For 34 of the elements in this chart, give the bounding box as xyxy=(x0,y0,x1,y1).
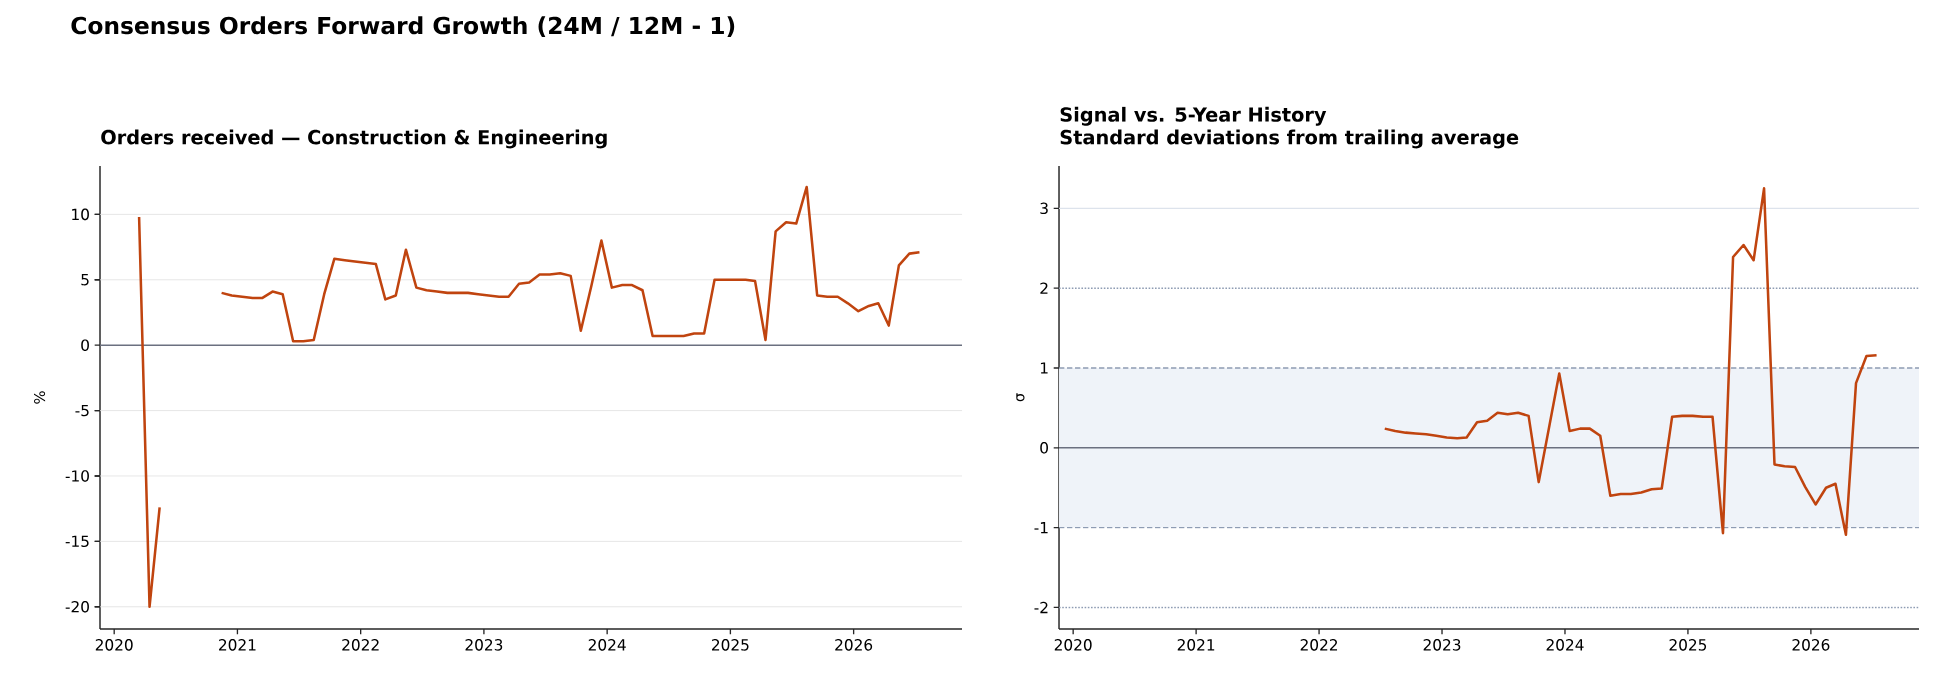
x-tick-label: 2020 xyxy=(95,639,133,651)
y-tick-label: -1 xyxy=(1034,522,1048,534)
x-tick-label: 2025 xyxy=(712,639,749,651)
y-axis-title: σ xyxy=(1016,393,1025,402)
y-tick-label: 1 xyxy=(1040,362,1048,374)
y-tick-label: -20 xyxy=(65,600,89,613)
y-tick-label: 0 xyxy=(81,339,89,351)
x-tick-label: 2026 xyxy=(835,639,873,651)
x-tick-label: 2024 xyxy=(588,639,626,651)
y-tick-label: -15 xyxy=(65,535,89,548)
chart-title: Consensus Orders Forward Growth (24M / 12M - 1) xyxy=(71,16,735,38)
y-tick-label: 5 xyxy=(81,274,89,286)
y-tick-label: 3 xyxy=(1040,202,1048,215)
y-tick-label: 0 xyxy=(1040,442,1048,454)
x-tick-label: 2024 xyxy=(1546,639,1584,651)
x-tick-label: 2021 xyxy=(219,639,256,651)
x-tick-label: 2022 xyxy=(1300,639,1338,651)
x-tick-label: 2025 xyxy=(1669,639,1707,651)
x-tick-label: 2021 xyxy=(1177,639,1215,651)
x-tick-label: 2020 xyxy=(1054,639,1092,651)
y-tick-label: -2 xyxy=(1034,601,1048,614)
y-tick-label: 10 xyxy=(72,208,89,221)
chart-subtitle: Standard deviations from trailing average xyxy=(1060,129,1519,149)
x-tick-label: 2026 xyxy=(1792,639,1830,651)
line-series xyxy=(1383,187,1878,537)
chart-subtitle: Orders received — Construction & Engineering xyxy=(101,129,607,149)
y-tick-label: -5 xyxy=(75,404,89,417)
x-tick-label: 2023 xyxy=(1423,639,1461,651)
y-tick-label: 2 xyxy=(1040,282,1048,294)
y-tick-label: -10 xyxy=(65,470,89,482)
x-tick-label: 2023 xyxy=(465,639,503,651)
y-axis-title: % xyxy=(34,391,46,404)
chart-title: Signal vs. 5-Year History xyxy=(1060,106,1327,126)
x-tick-label: 2022 xyxy=(342,639,379,651)
